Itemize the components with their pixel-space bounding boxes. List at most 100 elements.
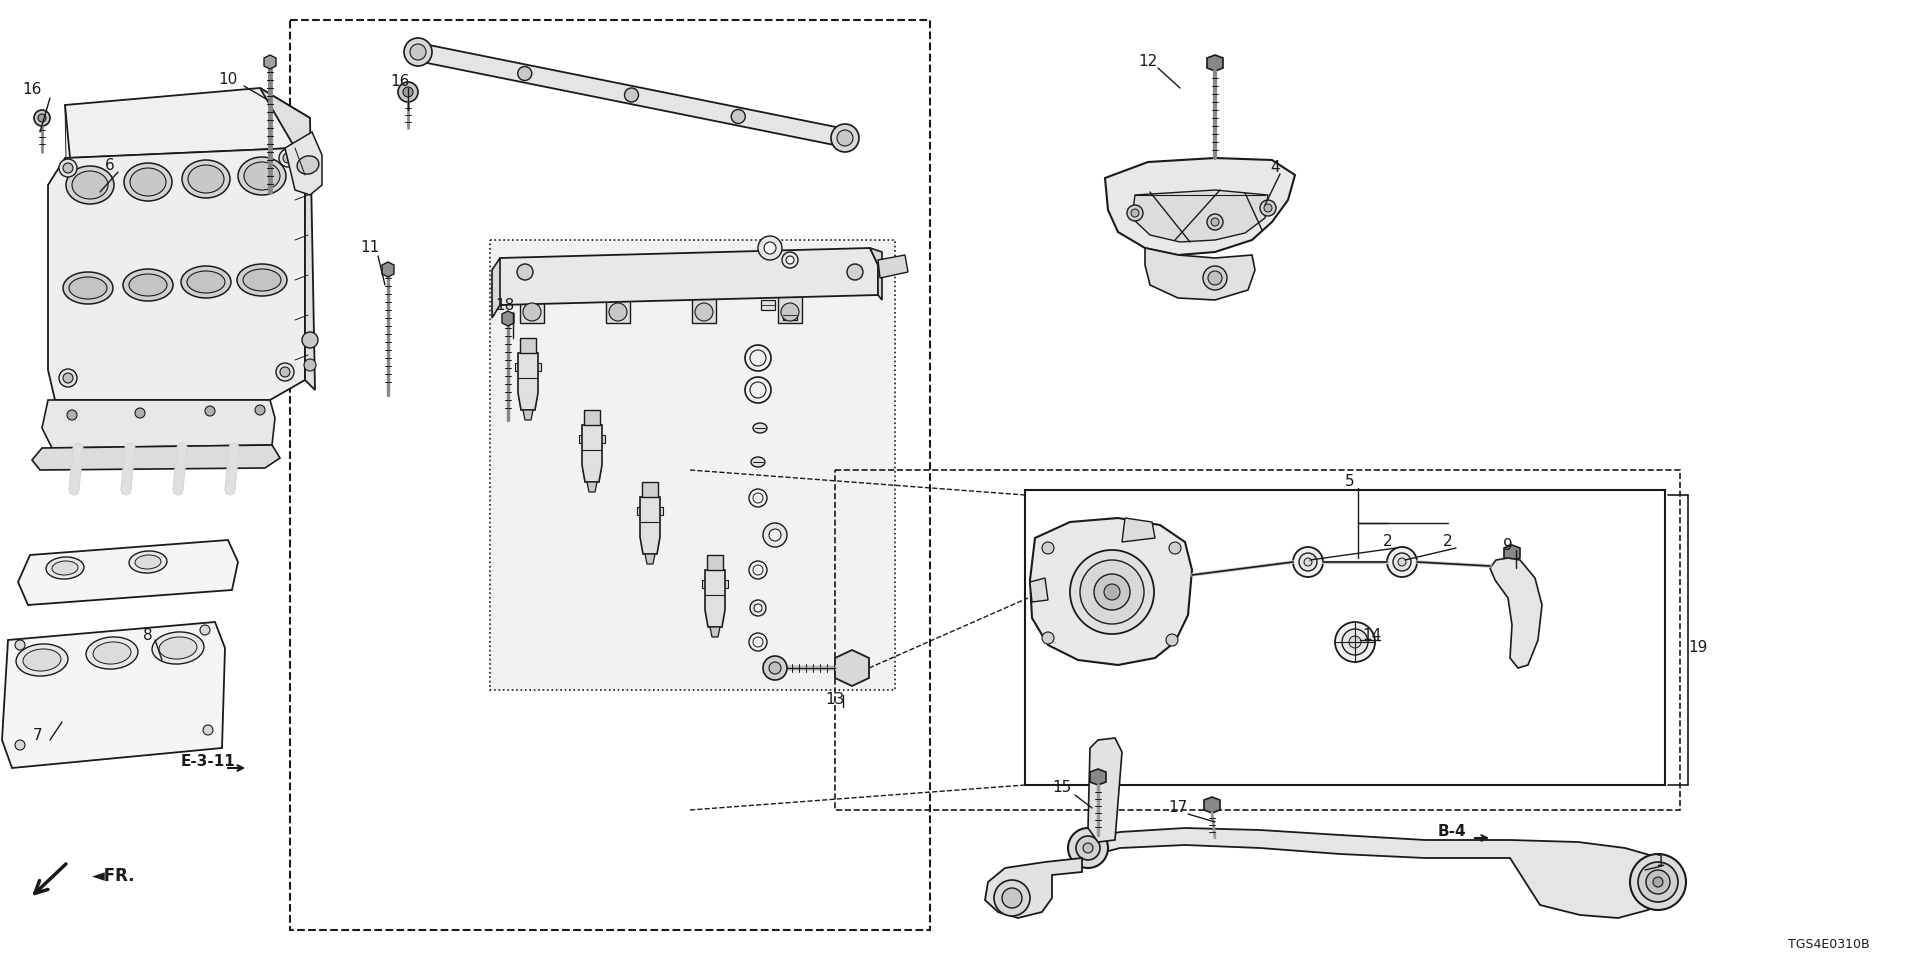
Circle shape: [1043, 542, 1054, 554]
Polygon shape: [259, 88, 315, 390]
Polygon shape: [1490, 558, 1542, 668]
Text: 8: 8: [144, 628, 154, 642]
Circle shape: [1208, 271, 1221, 285]
Ellipse shape: [125, 163, 173, 201]
Circle shape: [1386, 547, 1417, 577]
Text: 15: 15: [1052, 780, 1071, 796]
Polygon shape: [705, 570, 726, 627]
Ellipse shape: [46, 557, 84, 579]
Circle shape: [753, 637, 762, 647]
Circle shape: [67, 410, 77, 420]
Circle shape: [609, 303, 628, 321]
Polygon shape: [492, 248, 877, 305]
Ellipse shape: [182, 160, 230, 198]
Ellipse shape: [244, 162, 280, 190]
Circle shape: [1075, 836, 1100, 860]
Text: 10: 10: [219, 73, 238, 87]
Circle shape: [770, 662, 781, 674]
Ellipse shape: [134, 555, 161, 569]
Text: 13: 13: [826, 692, 845, 708]
Bar: [1025, 490, 1665, 785]
Bar: [760, 300, 776, 310]
Circle shape: [134, 408, 146, 418]
Text: 6: 6: [106, 157, 115, 173]
Polygon shape: [42, 400, 275, 448]
Circle shape: [1645, 870, 1670, 894]
Circle shape: [1094, 574, 1131, 610]
Ellipse shape: [63, 272, 113, 304]
Circle shape: [753, 565, 762, 575]
Circle shape: [1104, 584, 1119, 600]
Ellipse shape: [131, 168, 165, 196]
Polygon shape: [520, 338, 536, 353]
Ellipse shape: [244, 269, 280, 291]
Ellipse shape: [86, 636, 138, 669]
Bar: [515, 363, 541, 371]
Ellipse shape: [123, 269, 173, 301]
Circle shape: [770, 529, 781, 541]
Text: 9: 9: [1503, 538, 1513, 553]
Circle shape: [751, 382, 766, 398]
Polygon shape: [518, 353, 538, 410]
Ellipse shape: [152, 632, 204, 664]
Bar: [490, 240, 895, 690]
Circle shape: [758, 236, 781, 260]
Ellipse shape: [186, 271, 225, 293]
Circle shape: [1212, 218, 1219, 226]
Circle shape: [516, 264, 534, 280]
Text: 1: 1: [1655, 854, 1665, 870]
Circle shape: [1169, 542, 1181, 554]
Text: 4: 4: [1271, 160, 1281, 176]
Polygon shape: [1133, 190, 1267, 242]
Circle shape: [1638, 862, 1678, 902]
Text: 2: 2: [1444, 535, 1453, 549]
Text: TGS4E0310B: TGS4E0310B: [1788, 939, 1870, 951]
Text: 14: 14: [1363, 628, 1382, 642]
Polygon shape: [985, 858, 1083, 918]
Circle shape: [1630, 854, 1686, 910]
Circle shape: [282, 153, 294, 163]
Ellipse shape: [129, 274, 167, 296]
Polygon shape: [1106, 158, 1294, 255]
Bar: [520, 295, 543, 323]
Ellipse shape: [23, 649, 61, 671]
Polygon shape: [492, 258, 499, 318]
Polygon shape: [1144, 248, 1256, 300]
Ellipse shape: [73, 171, 108, 199]
Circle shape: [1334, 622, 1375, 662]
Polygon shape: [1029, 518, 1192, 665]
Circle shape: [764, 242, 776, 254]
Polygon shape: [501, 311, 515, 326]
Text: ◄FR.: ◄FR.: [92, 867, 136, 885]
Circle shape: [1043, 632, 1054, 644]
Text: 16: 16: [23, 83, 42, 98]
Circle shape: [1083, 843, 1092, 853]
Circle shape: [278, 149, 298, 167]
Circle shape: [15, 740, 25, 750]
Polygon shape: [1029, 578, 1048, 602]
Polygon shape: [870, 248, 881, 300]
Circle shape: [63, 163, 73, 173]
Polygon shape: [33, 445, 280, 470]
Circle shape: [753, 493, 762, 503]
Bar: [783, 310, 797, 320]
Circle shape: [781, 252, 799, 268]
Circle shape: [1260, 200, 1277, 216]
Bar: [607, 295, 630, 323]
Circle shape: [762, 523, 787, 547]
Circle shape: [276, 363, 294, 381]
Circle shape: [1165, 634, 1179, 646]
Circle shape: [1068, 828, 1108, 868]
Ellipse shape: [188, 165, 225, 193]
Polygon shape: [522, 410, 534, 420]
Circle shape: [403, 38, 432, 66]
Polygon shape: [382, 262, 394, 277]
Polygon shape: [48, 148, 305, 400]
Ellipse shape: [92, 642, 131, 664]
Ellipse shape: [129, 551, 167, 573]
Ellipse shape: [751, 457, 764, 467]
Circle shape: [1398, 558, 1405, 566]
Text: 12: 12: [1139, 55, 1158, 69]
Polygon shape: [584, 410, 599, 425]
Circle shape: [995, 880, 1029, 916]
